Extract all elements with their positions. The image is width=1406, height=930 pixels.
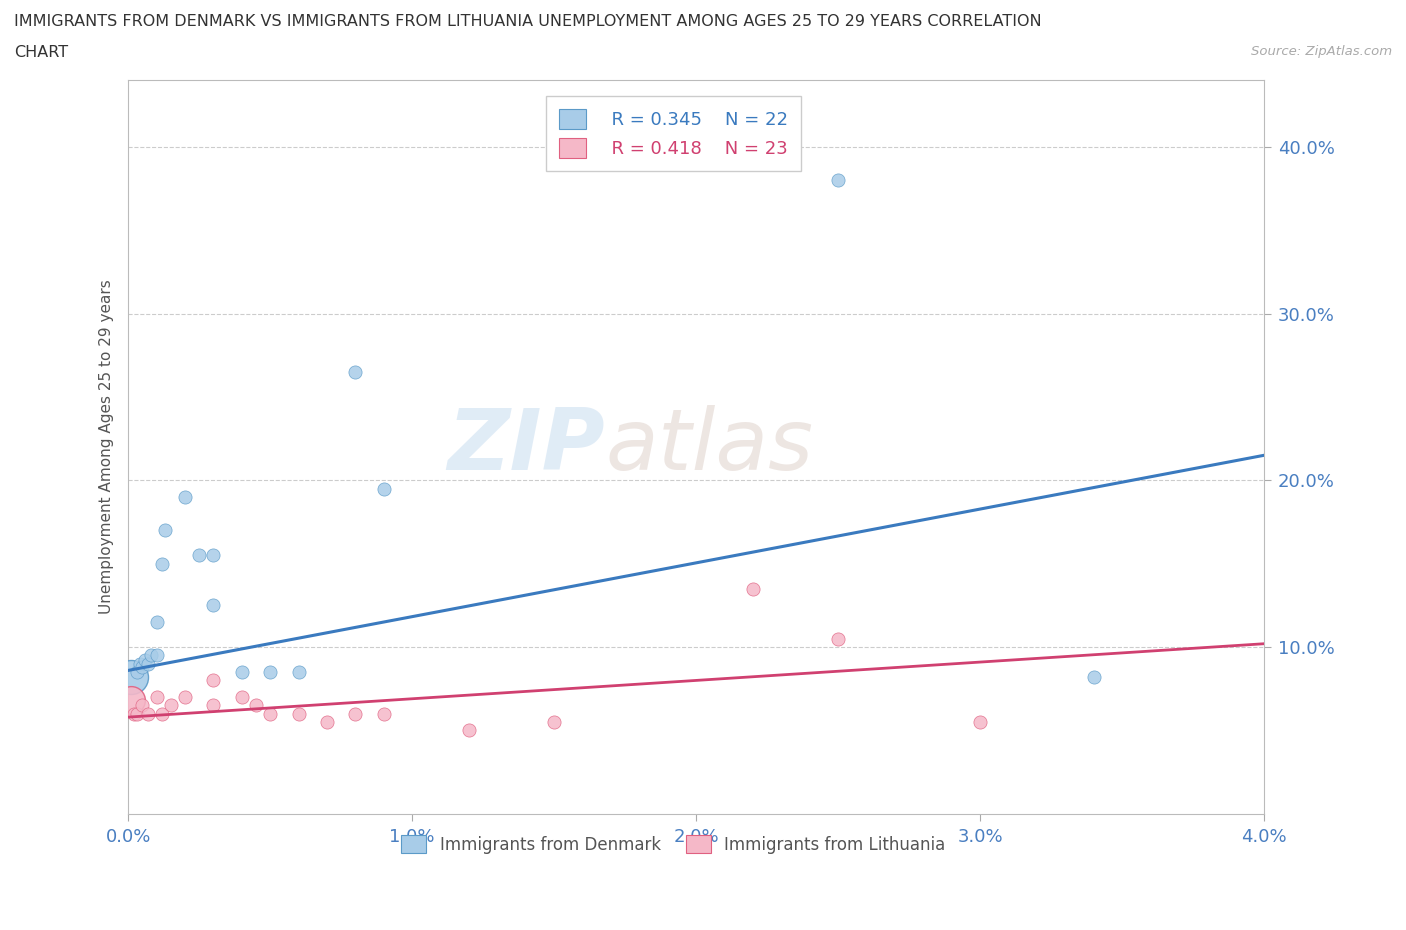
Point bbox=[543, 714, 565, 729]
Point bbox=[153, 523, 176, 538]
Point bbox=[259, 665, 281, 680]
Y-axis label: Unemployment Among Ages 25 to 29 years: Unemployment Among Ages 25 to 29 years bbox=[100, 280, 114, 615]
Point bbox=[458, 723, 481, 737]
Point bbox=[188, 548, 211, 563]
Point bbox=[373, 706, 395, 721]
Point bbox=[231, 690, 253, 705]
Point bbox=[287, 665, 309, 680]
Point bbox=[373, 481, 395, 496]
Text: ZIP: ZIP bbox=[447, 405, 605, 488]
Point bbox=[316, 714, 339, 729]
Point bbox=[344, 706, 367, 721]
Point bbox=[202, 548, 225, 563]
Point bbox=[969, 714, 991, 729]
Point bbox=[120, 670, 142, 684]
Text: atlas: atlas bbox=[605, 405, 813, 488]
Text: Source: ZipAtlas.com: Source: ZipAtlas.com bbox=[1251, 45, 1392, 58]
Point bbox=[131, 698, 153, 713]
Point bbox=[150, 556, 173, 571]
Point bbox=[259, 706, 281, 721]
Point bbox=[202, 673, 225, 688]
Point bbox=[122, 706, 145, 721]
Point bbox=[174, 690, 197, 705]
Point bbox=[139, 648, 162, 663]
Point bbox=[287, 706, 309, 721]
Point bbox=[145, 615, 167, 630]
Point bbox=[827, 631, 849, 646]
Point bbox=[174, 489, 197, 504]
Point bbox=[120, 693, 142, 708]
Point bbox=[1083, 670, 1105, 684]
Point bbox=[344, 365, 367, 379]
Point bbox=[202, 698, 225, 713]
Point bbox=[145, 648, 167, 663]
Point bbox=[131, 659, 153, 674]
Point bbox=[125, 706, 148, 721]
Point bbox=[145, 690, 167, 705]
Text: IMMIGRANTS FROM DENMARK VS IMMIGRANTS FROM LITHUANIA UNEMPLOYMENT AMONG AGES 25 : IMMIGRANTS FROM DENMARK VS IMMIGRANTS FR… bbox=[14, 14, 1042, 29]
Point bbox=[136, 657, 159, 671]
Point bbox=[827, 173, 849, 188]
Point bbox=[136, 706, 159, 721]
Point bbox=[231, 665, 253, 680]
Legend: Immigrants from Denmark, Immigrants from Lithuania: Immigrants from Denmark, Immigrants from… bbox=[395, 829, 952, 860]
Point bbox=[202, 598, 225, 613]
Point bbox=[741, 581, 763, 596]
Point bbox=[150, 706, 173, 721]
Point bbox=[160, 698, 183, 713]
Point bbox=[125, 665, 148, 680]
Text: CHART: CHART bbox=[14, 45, 67, 60]
Point bbox=[128, 657, 150, 671]
Point bbox=[134, 653, 156, 668]
Point bbox=[245, 698, 267, 713]
